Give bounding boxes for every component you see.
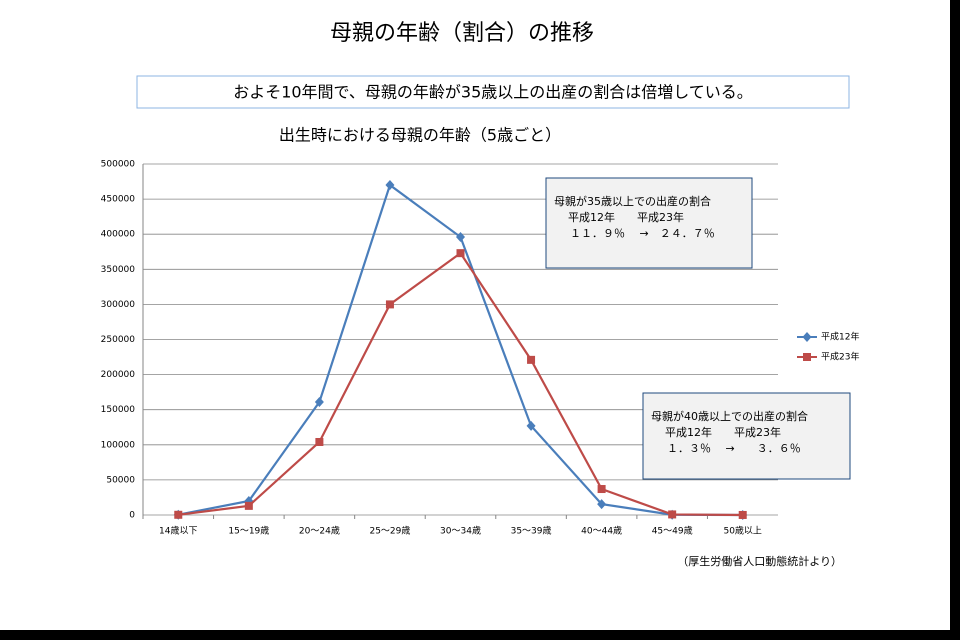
annotation-box (642, 392, 851, 480)
marker (315, 437, 324, 446)
y-tick-label: 200000 (101, 370, 136, 380)
annotation-text: 母親が35歳以上での出産の割合 (554, 194, 711, 208)
marker (803, 353, 811, 361)
y-tick-label: 50000 (106, 475, 135, 485)
marker (802, 332, 812, 342)
annotation-text: 平成12年 平成23年 (665, 425, 781, 439)
slide-title: 母親の年齢（割合）の推移 (330, 21, 594, 46)
x-tick-label: 45～49歳 (652, 525, 693, 537)
y-tick-label: 400000 (101, 230, 136, 240)
y-tick-label: 100000 (101, 440, 136, 450)
marker (174, 510, 183, 519)
chart-title: 出生時における母親の年齢（5歳ごと） (279, 126, 561, 145)
annotation-text: １１．９％ → ２４．７％ (570, 227, 715, 240)
legend-label: 平成23年 (821, 351, 859, 363)
marker (738, 510, 747, 519)
annotation-box (545, 177, 753, 269)
x-tick-label: 15～19歳 (228, 525, 269, 537)
x-tick-label: 20～24歳 (299, 525, 340, 537)
marker (456, 232, 465, 243)
marker (526, 420, 536, 431)
marker (456, 249, 465, 258)
y-tick-label: 300000 (101, 300, 136, 310)
x-tick-label: 30～34歳 (440, 525, 481, 537)
y-tick-label: 150000 (101, 405, 136, 415)
marker (597, 499, 607, 510)
y-tick-label: 500000 (101, 160, 136, 170)
annotation-text: １．３％ → ３．６％ (667, 442, 801, 455)
y-tick-label: 0 (129, 511, 135, 521)
summary: およそ10年間で、母親の年齢が35歳以上の出産の割合は倍増している。 (233, 83, 753, 102)
marker (244, 501, 253, 510)
x-tick-label: 14歳以下 (159, 525, 197, 537)
marker (527, 355, 536, 364)
x-tick-label: 50歳以上 (723, 525, 761, 537)
summary-box (136, 75, 850, 109)
marker (597, 485, 606, 494)
marker (314, 396, 324, 407)
x-tick-label: 25～29歳 (369, 525, 410, 537)
y-tick-label: 250000 (101, 335, 136, 345)
x-tick-label: 40～44歳 (581, 525, 622, 537)
x-tick-label: 35～39歳 (511, 525, 552, 537)
marker (668, 510, 677, 519)
annotation-text: 平成12年 平成23年 (568, 210, 684, 224)
annotation-text: 母親が40歳以上での出産の割合 (651, 409, 808, 423)
marker (385, 300, 394, 309)
y-tick-label: 350000 (101, 265, 136, 275)
y-tick-label: 450000 (101, 195, 136, 205)
legend-label: 平成12年 (821, 331, 859, 343)
source: （厚生労働省人口動態統計より） (677, 554, 842, 568)
marker (385, 180, 395, 191)
